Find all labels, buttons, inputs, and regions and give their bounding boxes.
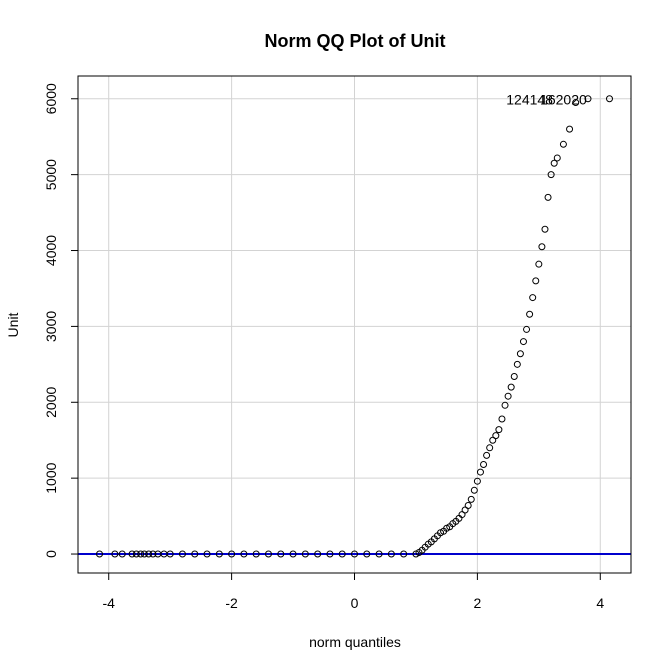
data-point <box>523 325 531 333</box>
data-point <box>486 444 494 452</box>
data-point <box>501 401 509 409</box>
data-point <box>264 550 272 558</box>
data-point <box>338 550 346 558</box>
data-point <box>467 495 475 503</box>
data-point <box>559 140 567 148</box>
data-point <box>476 468 484 476</box>
data-point <box>473 477 481 485</box>
data-point <box>203 550 211 558</box>
data-point <box>96 550 104 558</box>
data-point <box>363 550 371 558</box>
data-point <box>529 294 537 302</box>
data-point <box>111 550 119 558</box>
data-point <box>480 460 488 468</box>
y-tick-label: 3000 <box>43 311 59 342</box>
data-point <box>584 95 592 103</box>
data-point <box>464 501 472 509</box>
data-point <box>504 392 512 400</box>
data-point <box>526 310 534 318</box>
data-point <box>140 550 148 558</box>
data-point <box>145 550 153 558</box>
data-point <box>513 360 521 368</box>
data-point <box>228 550 236 558</box>
data-point <box>538 243 546 251</box>
data-point <box>326 550 334 558</box>
data-point <box>128 550 136 558</box>
data-point <box>519 338 527 346</box>
data-point <box>532 277 540 285</box>
data-point <box>191 550 199 558</box>
x-tick-label: -4 <box>102 595 115 611</box>
data-point <box>605 95 613 103</box>
x-tick-label: 2 <box>473 595 481 611</box>
data-point <box>118 550 126 558</box>
data-point <box>535 260 543 268</box>
data-point <box>252 550 260 558</box>
data-point <box>314 550 322 558</box>
data-point <box>483 451 491 459</box>
y-tick-label: 4000 <box>43 235 59 266</box>
data-point <box>547 171 555 179</box>
data-point <box>553 154 561 162</box>
x-axis-label: norm quantiles <box>309 634 401 650</box>
data-point <box>351 550 358 558</box>
data-point <box>495 426 503 434</box>
y-axis: 0 1000 2000 3000 4000 5000 6000 <box>43 83 79 558</box>
data-point <box>492 432 500 440</box>
outlier-label: 162020 <box>540 92 587 108</box>
data-point <box>387 550 395 558</box>
data-point <box>166 550 174 558</box>
x-tick-label: -2 <box>225 595 238 611</box>
y-tick-label: 6000 <box>43 83 59 114</box>
data-point <box>215 550 223 558</box>
y-axis-label: Unit <box>5 312 21 337</box>
data-point <box>301 550 309 558</box>
data-point <box>541 225 549 233</box>
grid <box>78 76 631 573</box>
data-point <box>137 550 145 558</box>
y-tick-label: 2000 <box>43 386 59 417</box>
y-tick-label: 0 <box>43 550 59 558</box>
data-point <box>470 486 478 494</box>
data-point <box>132 550 140 558</box>
outlier-label: 124148 <box>506 92 553 108</box>
data-point <box>240 550 248 558</box>
data-point <box>510 372 518 380</box>
data-point <box>544 193 552 201</box>
points <box>96 95 613 558</box>
data-point <box>550 159 558 167</box>
data-point <box>400 550 408 558</box>
data-point <box>375 550 383 558</box>
x-axis: -4 -2 0 2 4 <box>102 572 604 611</box>
data-point <box>498 415 506 423</box>
data-point <box>516 350 524 358</box>
x-tick-label: 4 <box>596 595 604 611</box>
data-point <box>178 550 186 558</box>
data-point <box>572 99 580 107</box>
data-point <box>566 125 574 133</box>
y-tick-label: 5000 <box>43 159 59 190</box>
data-point <box>289 550 297 558</box>
y-tick-label: 1000 <box>43 462 59 493</box>
chart-title: Norm QQ Plot of Unit <box>265 31 446 51</box>
x-tick-label: 0 <box>351 595 359 611</box>
data-point <box>277 550 285 558</box>
data-point <box>149 550 157 558</box>
data-point <box>507 383 515 391</box>
